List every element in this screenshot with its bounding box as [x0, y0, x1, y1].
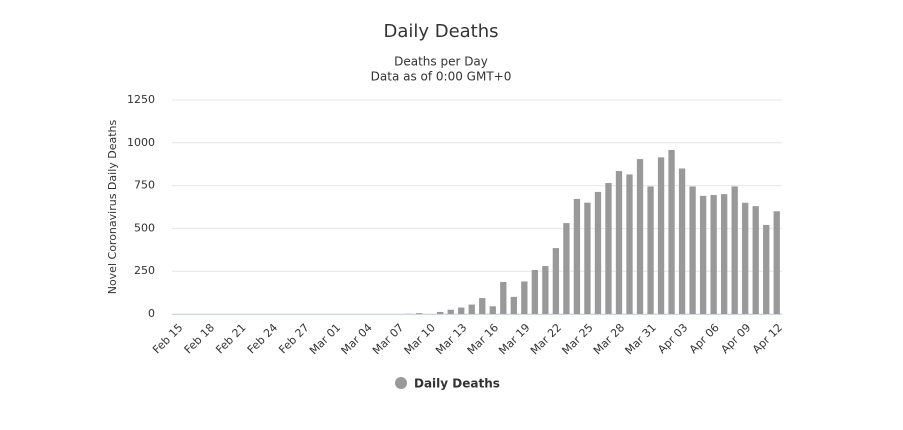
x-tick-label: Apr 09	[718, 321, 753, 356]
bar	[563, 223, 570, 314]
bar	[531, 270, 538, 314]
x-tick-label: Feb 27	[276, 321, 311, 356]
x-tick-label: Feb 18	[182, 321, 217, 356]
bar	[594, 191, 602, 314]
y-tick-label: 500	[134, 221, 155, 234]
bar	[500, 281, 507, 314]
legend-marker	[395, 377, 407, 389]
x-tick-label: Mar 22	[528, 321, 564, 357]
x-tick-label: Feb 21	[213, 321, 248, 356]
bar	[489, 306, 496, 314]
bar	[636, 159, 644, 314]
y-tick-label: 0	[148, 307, 155, 320]
x-tick-label: Feb 15	[150, 321, 185, 356]
x-tick-label: Mar 25	[559, 321, 595, 357]
x-tick-label: Mar 07	[370, 321, 406, 357]
x-tick-label: Mar 28	[591, 321, 627, 357]
bar	[699, 195, 707, 314]
bar	[626, 174, 633, 314]
bar	[647, 186, 654, 314]
bar	[710, 195, 717, 314]
y-tick-label: 1250	[127, 93, 155, 106]
x-tick-label: Mar 13	[433, 321, 469, 357]
chart-subtitle: Data as of 0:00 GMT+0	[371, 70, 512, 84]
bar	[479, 298, 486, 314]
bar	[584, 202, 591, 314]
bar	[657, 157, 665, 314]
chart-subtitle: Deaths per Day	[394, 55, 488, 69]
x-tick-label: Mar 10	[402, 321, 438, 357]
bar	[689, 186, 696, 314]
x-tick-label: Mar 31	[623, 321, 659, 357]
bar	[605, 183, 612, 314]
y-tick-label: 1000	[127, 136, 155, 149]
bar	[773, 211, 780, 314]
x-tick-label: Mar 04	[339, 321, 375, 357]
bar	[521, 281, 528, 314]
y-axis-label: Novel Coronavirus Daily Deaths	[106, 119, 119, 294]
bar	[437, 311, 444, 314]
bar	[510, 296, 517, 314]
bar	[552, 248, 560, 314]
x-tick-label: Mar 01	[307, 321, 343, 357]
x-tick-label: Apr 03	[655, 321, 690, 356]
bar	[542, 266, 549, 314]
bar	[678, 168, 686, 314]
bar	[615, 171, 623, 314]
bar	[742, 202, 749, 314]
y-tick-label: 750	[134, 179, 155, 192]
x-tick-label: Apr 06	[687, 321, 722, 356]
bar	[763, 224, 770, 314]
y-tick-label: 250	[134, 264, 155, 277]
legend-label: Daily Deaths	[414, 377, 500, 391]
bar	[752, 206, 759, 314]
bar	[573, 198, 581, 314]
bar	[668, 149, 675, 314]
bar	[731, 186, 738, 314]
bar	[458, 307, 465, 314]
bar	[416, 313, 423, 314]
chart-title: Daily Deaths	[383, 21, 498, 42]
x-tick-label: Apr 12	[750, 321, 785, 356]
x-tick-label: Mar 19	[496, 321, 532, 357]
x-tick-label: Feb 24	[245, 321, 280, 356]
bar	[468, 304, 475, 314]
bar	[721, 194, 728, 314]
bar	[447, 309, 454, 314]
x-tick-label: Mar 16	[465, 321, 501, 357]
